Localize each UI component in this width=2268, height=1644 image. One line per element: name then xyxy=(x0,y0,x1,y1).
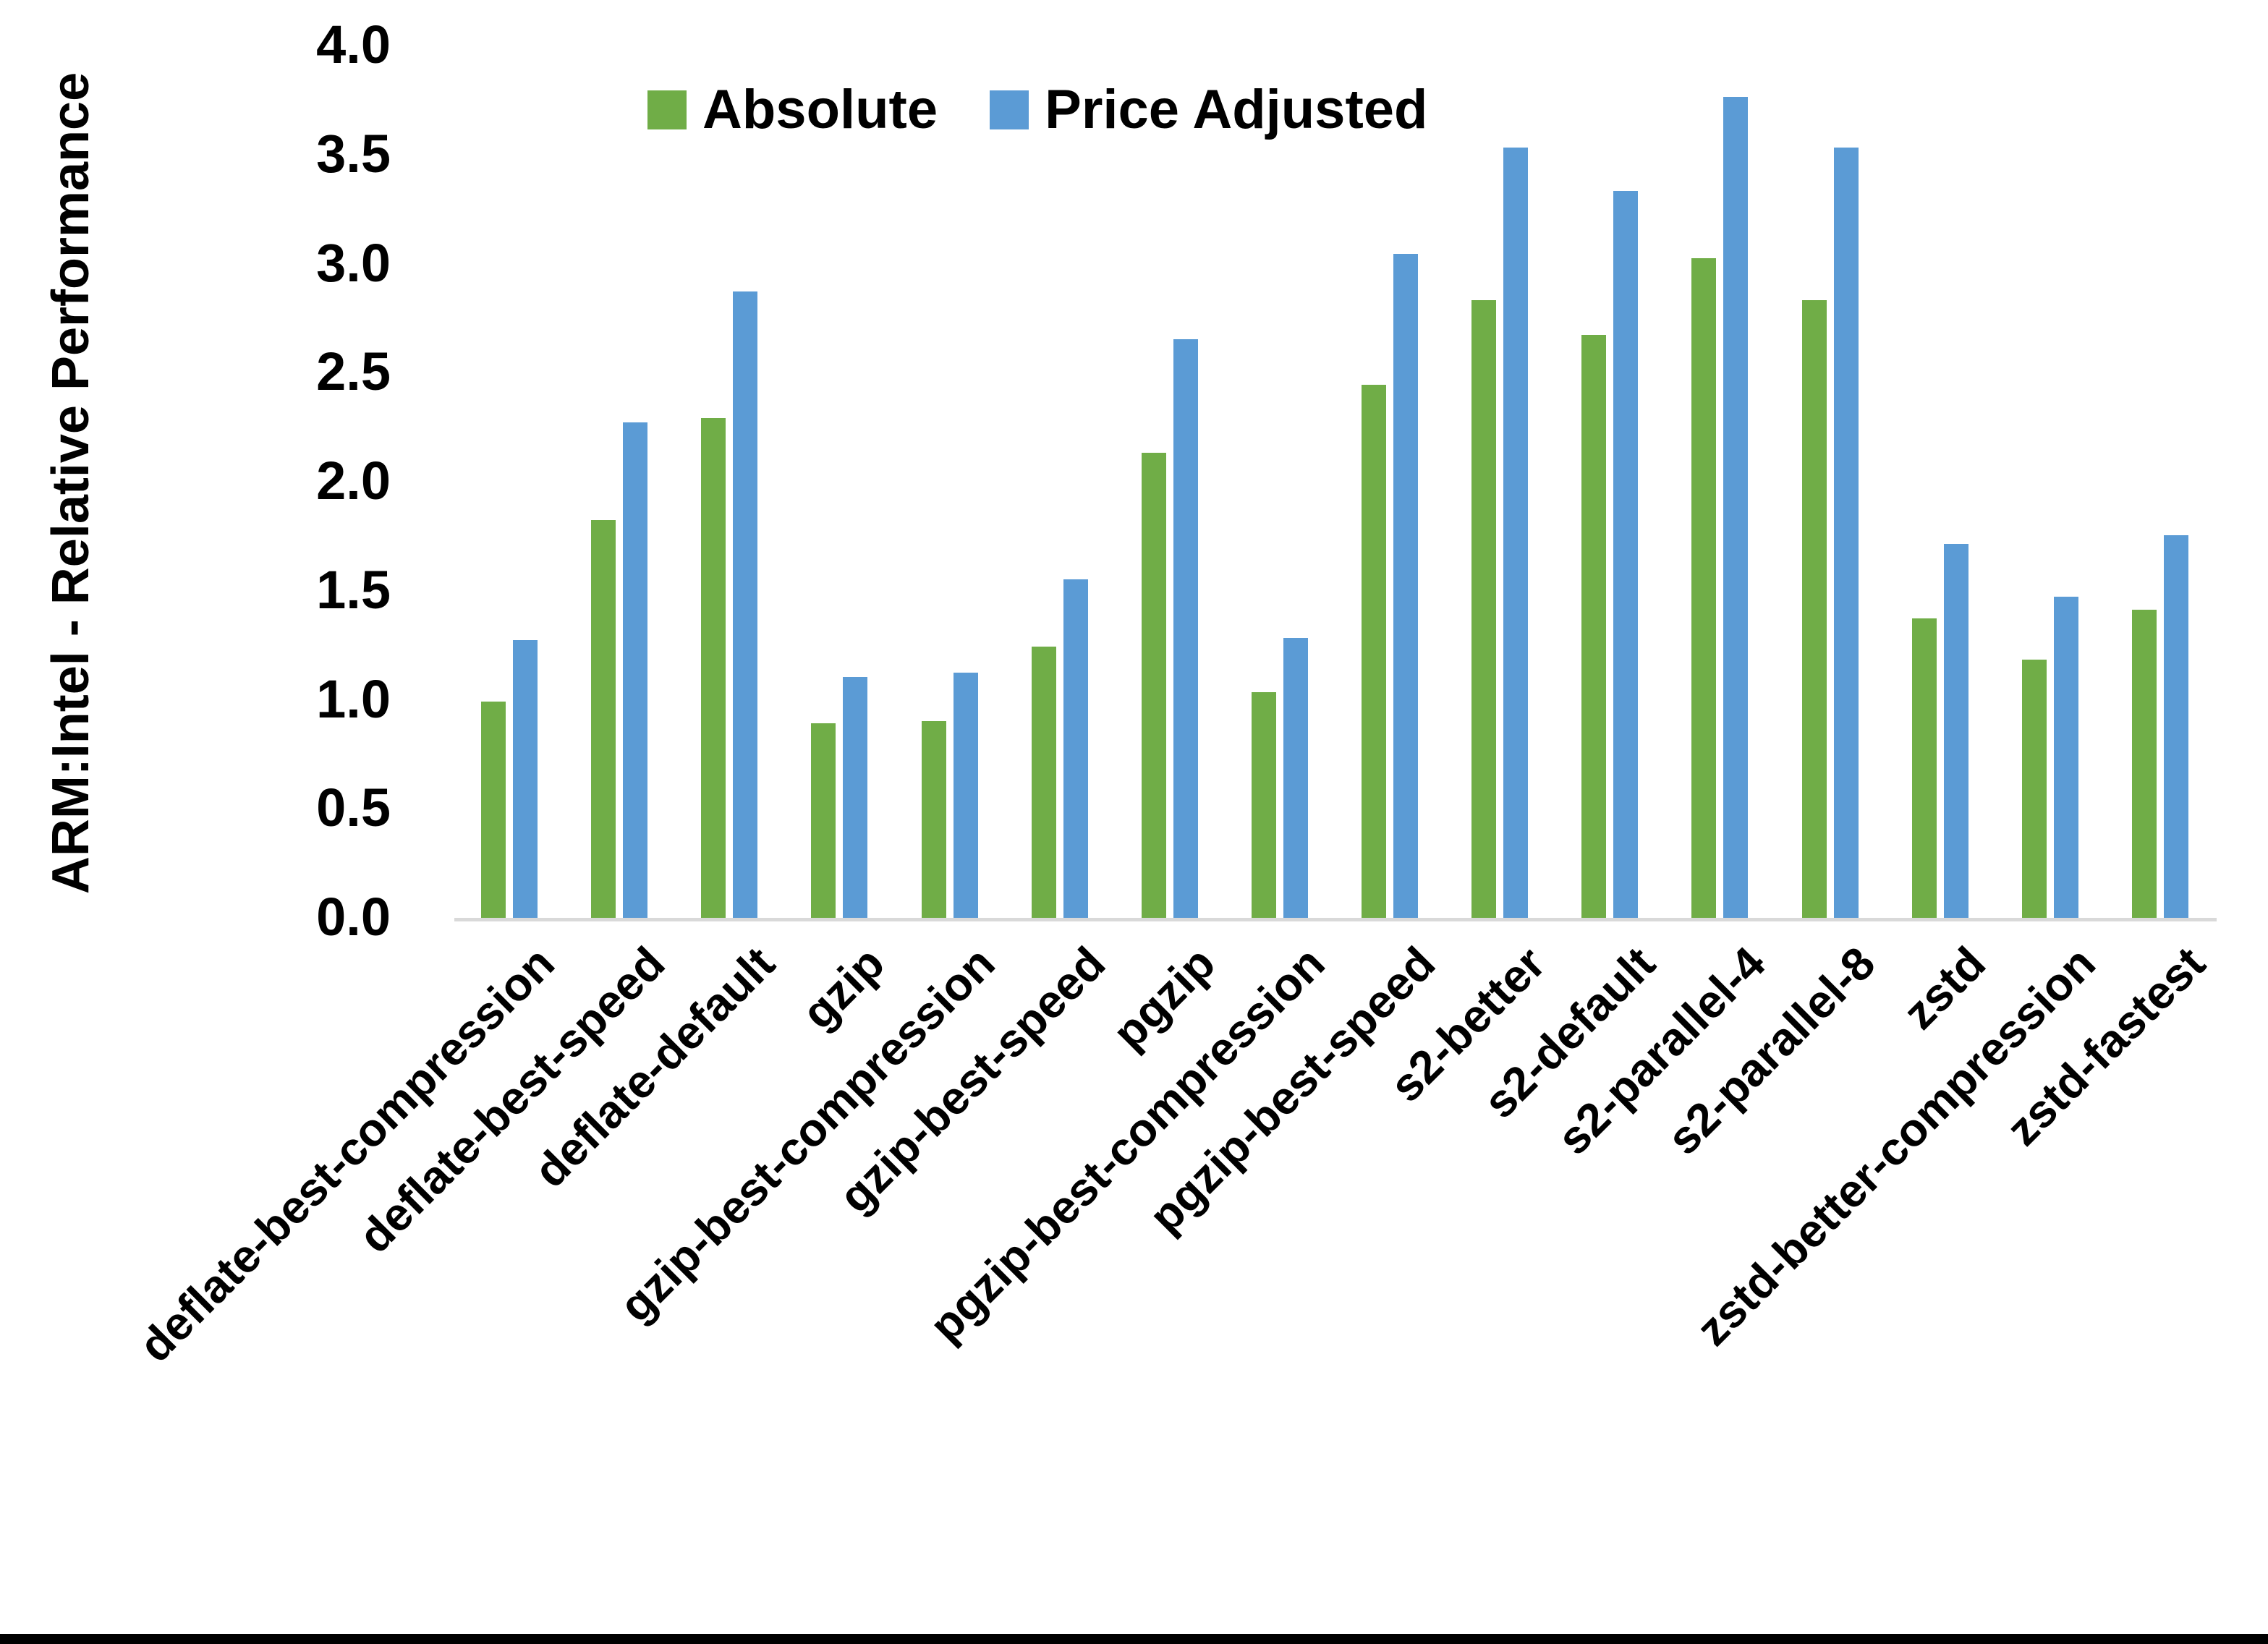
bar-absolute xyxy=(1141,452,1166,919)
bar-absolute xyxy=(1911,618,1937,919)
bar-absolute xyxy=(811,723,836,919)
bar-group-pgzip-best-compression xyxy=(1225,47,1335,919)
bar-absolute xyxy=(1251,692,1276,919)
x-axis-label: deflate-best-compression xyxy=(129,937,565,1372)
y-axis-tick-label: 3.5 xyxy=(316,123,391,184)
bar-price-adjusted xyxy=(1063,579,1088,919)
bar-group-zstd-better-compression xyxy=(1995,47,2105,919)
legend-swatch-absolute xyxy=(647,90,687,129)
bar-absolute xyxy=(591,520,616,919)
bar-price-adjusted xyxy=(513,640,538,919)
bar-group-deflate-best-speed xyxy=(564,47,674,919)
x-axis-label: gzip xyxy=(792,937,895,1039)
bar-price-adjusted xyxy=(1173,339,1198,919)
x-axis-line xyxy=(454,918,2217,921)
bar-price-adjusted xyxy=(1943,544,1968,919)
bottom-border xyxy=(0,1634,2268,1644)
bar-group-gzip-best-compression xyxy=(895,47,1005,919)
bar-price-adjusted xyxy=(1723,97,1749,919)
legend-swatch-price-adjusted xyxy=(990,90,1029,129)
y-axis-tick-label: 0.0 xyxy=(316,887,391,947)
y-axis-tick-label: 4.0 xyxy=(316,14,391,75)
legend: Absolute Price Adjusted xyxy=(647,78,1427,141)
bar-absolute xyxy=(701,417,726,919)
bar-group-gzip-best-speed xyxy=(1005,47,1115,919)
legend-label-absolute: Absolute xyxy=(702,79,938,140)
bar-group-s2-parallel-8 xyxy=(1775,47,1885,919)
bar-absolute xyxy=(481,701,506,919)
bar-absolute xyxy=(1471,299,1497,919)
bar-price-adjusted xyxy=(1503,147,1529,919)
bar-price-adjusted xyxy=(1283,638,1308,919)
legend-item-price-adjusted: Price Adjusted xyxy=(990,78,1427,141)
bar-group-gzip xyxy=(784,47,894,919)
bar-price-adjusted xyxy=(843,677,868,919)
bar-group-pgzip xyxy=(1115,47,1225,919)
bar-price-adjusted xyxy=(733,291,758,919)
bar-price-adjusted xyxy=(1613,191,1639,919)
bar-price-adjusted xyxy=(623,422,648,919)
y-axis-tick-label: 0.5 xyxy=(316,778,391,838)
legend-label-price-adjusted: Price Adjusted xyxy=(1045,79,1428,140)
plot-area xyxy=(454,47,2215,919)
y-axis-tick-label: 1.0 xyxy=(316,668,391,729)
legend-item-absolute: Absolute xyxy=(647,78,938,141)
bar-absolute xyxy=(1801,299,1827,919)
bar-group-s2-better xyxy=(1445,47,1555,919)
bar-price-adjusted xyxy=(2163,535,2188,919)
bar-absolute xyxy=(921,720,946,919)
bar-group-deflate-default xyxy=(674,47,784,919)
bar-group-zstd xyxy=(1885,47,1995,919)
bar-absolute xyxy=(1691,258,1717,919)
bar-absolute xyxy=(2021,660,2047,919)
y-axis-tick-label: 2.0 xyxy=(316,451,391,511)
y-axis-tick-label: 2.5 xyxy=(316,341,391,402)
bar-group-deflate-best-compression xyxy=(454,47,564,919)
y-axis-title: ARM:Intel - Relative Performance xyxy=(42,72,100,895)
x-axis-label: zstd xyxy=(1893,937,1995,1039)
bar-price-adjusted xyxy=(1393,254,1419,919)
y-axis-tick-label: 1.5 xyxy=(316,559,391,620)
bar-group-zstd-fastest xyxy=(2105,47,2215,919)
bar-price-adjusted xyxy=(1833,147,1859,919)
bar-absolute xyxy=(1581,334,1607,919)
bar-group-pgzip-best-speed xyxy=(1335,47,1445,919)
bar-group-s2-parallel-4 xyxy=(1665,47,1775,919)
bar-group-s2-default xyxy=(1555,47,1665,919)
bar-price-adjusted xyxy=(953,673,978,919)
bar-price-adjusted xyxy=(2053,596,2078,919)
bar-absolute xyxy=(1031,647,1056,919)
bar-absolute xyxy=(1362,385,1387,919)
y-axis-tick-label: 3.0 xyxy=(316,232,391,293)
bar-absolute xyxy=(2131,609,2157,919)
